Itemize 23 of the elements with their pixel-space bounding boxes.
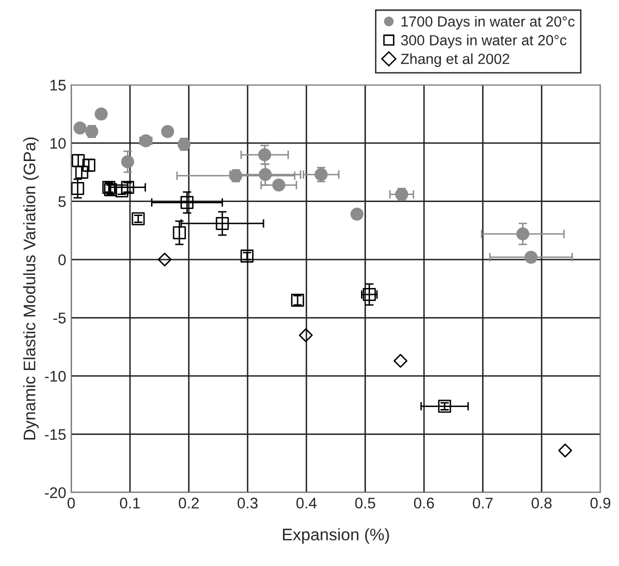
y-tick-label: 5 bbox=[58, 196, 66, 208]
x-tick-label: 0.1 bbox=[120, 498, 140, 509]
x-tick-label: 0.7 bbox=[472, 498, 493, 509]
x-tick-label: 0.5 bbox=[355, 498, 376, 509]
y-tick-label: -20 bbox=[44, 487, 66, 498]
y-tick-label: -15 bbox=[44, 429, 66, 440]
x-axis-title: Expansion (%) bbox=[282, 528, 389, 544]
legend-label: 1700 Days in water at 20°c bbox=[402, 16, 575, 30]
x-tick-label: 0.3 bbox=[238, 498, 258, 509]
y-tick-label: -5 bbox=[53, 312, 66, 324]
x-tick-label: 0.2 bbox=[178, 498, 199, 509]
x-tick-label: 0.9 bbox=[590, 498, 610, 509]
x-tick-label: 0.6 bbox=[414, 498, 434, 509]
legend-label: Zhang et al 2002 bbox=[400, 53, 510, 67]
y-axis-title: Dynamic Elastic Modulus Variation (GPa) bbox=[23, 137, 39, 440]
y-tick-label: 15 bbox=[50, 80, 66, 91]
y-tick-label: 0 bbox=[58, 254, 66, 266]
legend-label: 300 Days in water at 20°c bbox=[401, 34, 566, 48]
x-tick-label: 0 bbox=[68, 498, 75, 509]
y-tick-label: 10 bbox=[50, 138, 66, 149]
y-tick-label: -10 bbox=[44, 370, 66, 382]
x-tick-label: 0.8 bbox=[532, 498, 552, 509]
x-tick-label: 0.4 bbox=[296, 498, 317, 509]
